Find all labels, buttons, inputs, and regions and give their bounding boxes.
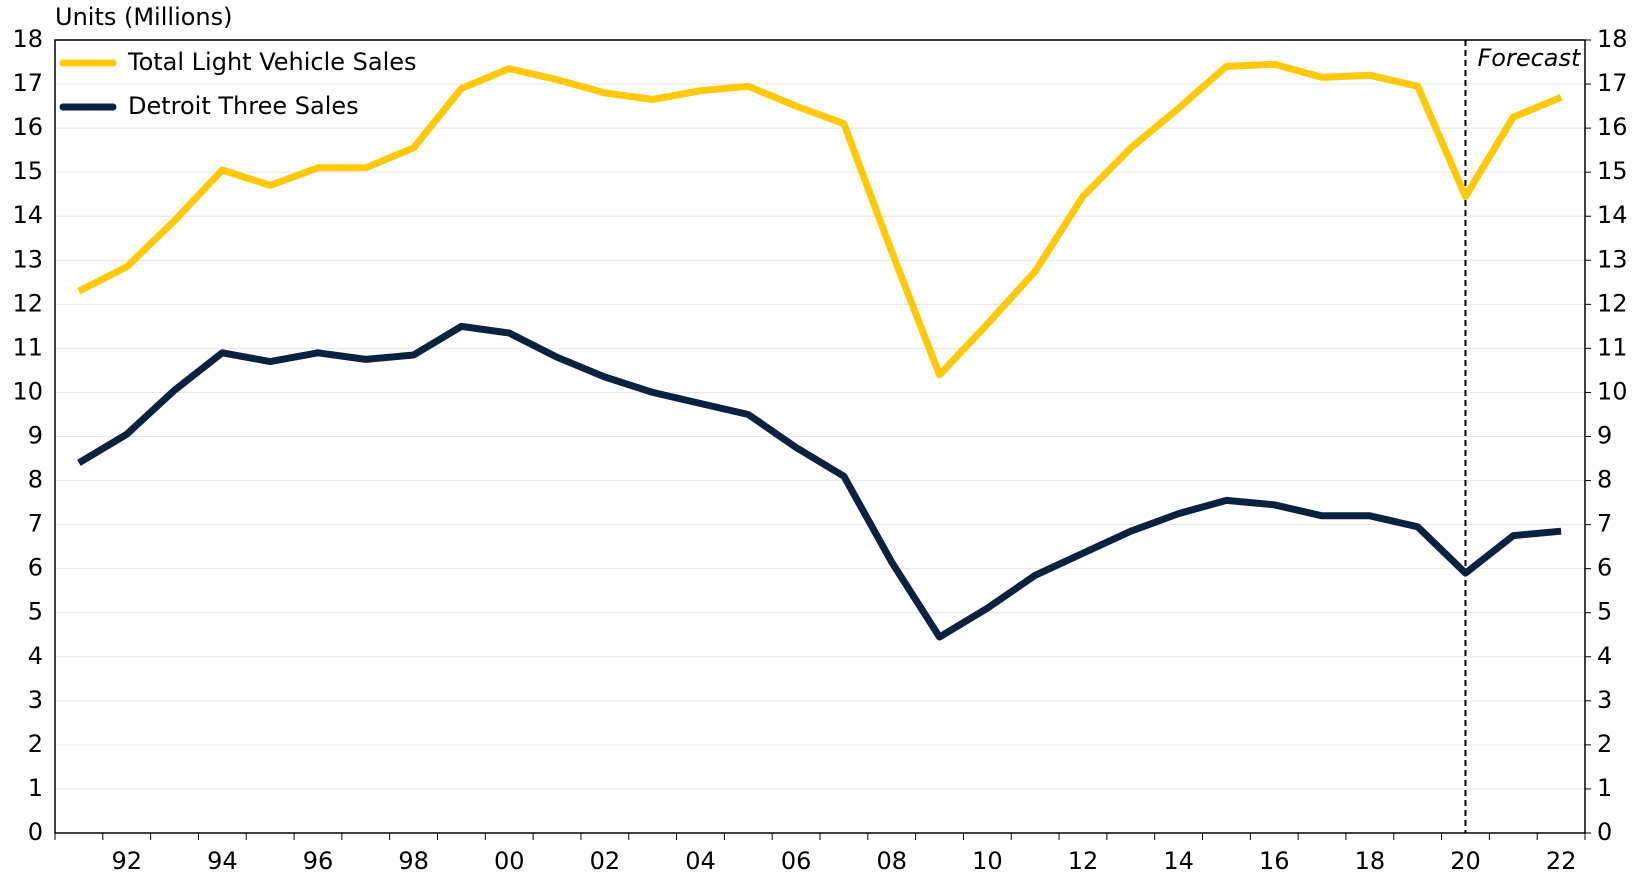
y2-tick-label: 12 (1597, 289, 1628, 317)
y-tick-label: 18 (12, 25, 43, 53)
x-tick-label: 10 (972, 847, 1003, 875)
y2-tick-label: 8 (1597, 466, 1612, 494)
y-tick-label: 3 (28, 686, 43, 714)
y2-tick-label: 13 (1597, 245, 1628, 273)
y-axis-title: Units (Millions) (55, 3, 233, 31)
y2-tick-label: 10 (1597, 377, 1628, 405)
y2-tick-label: 16 (1597, 113, 1628, 141)
y-tick-label: 7 (28, 510, 43, 538)
x-tick-label: 94 (207, 847, 238, 875)
y2-tick-label: 4 (1597, 642, 1612, 670)
y-tick-label: 17 (12, 69, 43, 97)
x-tick-label: 96 (303, 847, 334, 875)
y-tick-label: 9 (28, 422, 43, 450)
series-line (77, 60, 1563, 379)
y-tick-label: 15 (12, 157, 43, 185)
x-tick-label: 16 (1259, 847, 1290, 875)
x-tick-label: 04 (685, 847, 716, 875)
y-tick-label: 13 (12, 245, 43, 273)
y2-tick-label: 1 (1597, 774, 1612, 802)
x-tick-label: 14 (1163, 847, 1194, 875)
series-line (77, 322, 1562, 641)
x-tick-label: 00 (494, 847, 525, 875)
annotation: Forecast (1477, 44, 1582, 72)
y-tick-label: 8 (28, 466, 43, 494)
y2-tick-label: 14 (1597, 201, 1628, 229)
y-tick-label: 4 (28, 642, 43, 670)
y-tick-label: 1 (28, 774, 43, 802)
y2-tick-label: 11 (1597, 333, 1628, 361)
y-tick-label: 5 (28, 598, 43, 626)
x-tick-label: 06 (781, 847, 812, 875)
x-tick-label: 08 (876, 847, 907, 875)
x-tick-label: 12 (1068, 847, 1099, 875)
y2-tick-label: 3 (1597, 686, 1612, 714)
x-tick-label: 92 (111, 847, 142, 875)
y-tick-label: 10 (12, 377, 43, 405)
y-tick-label: 11 (12, 333, 43, 361)
y2-tick-label: 17 (1597, 69, 1628, 97)
y2-tick-label: 15 (1597, 157, 1628, 185)
x-tick-label: 20 (1450, 847, 1481, 875)
y-tick-label: 16 (12, 113, 43, 141)
x-tick-label: 18 (1355, 847, 1386, 875)
x-tick-label: 02 (590, 847, 621, 875)
x-tick-label: 98 (398, 847, 429, 875)
y2-tick-label: 5 (1597, 598, 1612, 626)
y-tick-label: 6 (28, 554, 43, 582)
y-tick-label: 14 (12, 201, 43, 229)
y2-tick-label: 2 (1597, 730, 1612, 758)
y-tick-label: 12 (12, 289, 43, 317)
y2-tick-label: 18 (1597, 25, 1628, 53)
y2-tick-label: 9 (1597, 422, 1612, 450)
legend-label: Detroit Three Sales (128, 92, 359, 120)
y-tick-label: 2 (28, 730, 43, 758)
y-tick-label: 0 (28, 818, 43, 846)
x-tick-label: 22 (1546, 847, 1577, 875)
y2-tick-label: 6 (1597, 554, 1612, 582)
legend-label: Total Light Vehicle Sales (127, 48, 417, 76)
y2-tick-label: 7 (1597, 510, 1612, 538)
y2-tick-label: 0 (1597, 818, 1612, 846)
